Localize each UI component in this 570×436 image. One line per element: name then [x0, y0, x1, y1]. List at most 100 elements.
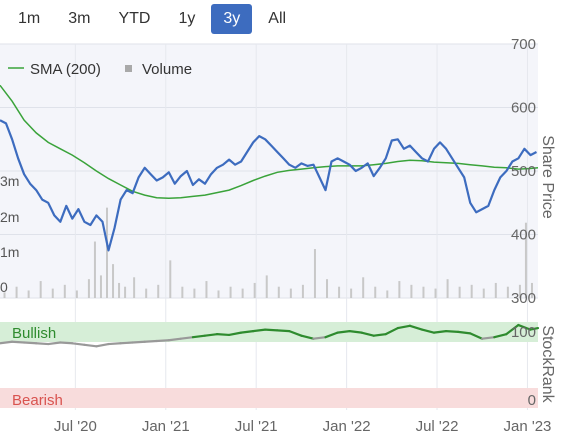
volume-bar: [265, 275, 268, 298]
volume-bar: [99, 275, 102, 298]
volume-bar: [93, 241, 96, 298]
sma-line: [0, 84, 539, 200]
stockrank-segment: [324, 331, 339, 339]
stockrank-segment: [517, 323, 532, 331]
stockrank-segment: [215, 333, 231, 337]
stockrank-tick-label: 100: [511, 324, 536, 341]
volume-bar: [124, 286, 127, 298]
stockrank-segment: [432, 330, 448, 334]
legend-sma-label: SMA (200): [30, 61, 101, 78]
volume-bar: [386, 290, 389, 298]
volume-bar: [105, 207, 108, 298]
stockrank-segment: [300, 334, 315, 340]
x-tick-label: Jul '22: [416, 418, 459, 435]
share-price-axis-title: Share Price: [539, 135, 556, 219]
volume-bar: [530, 282, 533, 298]
range-button-3y[interactable]: 3y: [211, 4, 253, 34]
stockrank-segment: [95, 342, 110, 348]
stockrank-segment: [179, 336, 194, 340]
volume-bar: [277, 286, 280, 298]
stockrank-segment: [384, 326, 399, 336]
stockrank-segment: [203, 333, 219, 337]
legend-volume-label: Volume: [142, 61, 192, 78]
stockrank-segment: [505, 323, 520, 336]
volume-bar: [362, 277, 365, 298]
stockrank-segment: [59, 341, 74, 345]
x-tick-label: Jul '20: [54, 418, 97, 435]
stockrank-segment: [457, 330, 472, 335]
volume-bar: [289, 288, 292, 298]
volume-bar: [398, 281, 401, 298]
volume-bar: [112, 264, 115, 298]
stockrank-segment: [191, 334, 207, 339]
price-tick-label: 300: [511, 290, 536, 307]
volume-bar: [458, 286, 461, 298]
volume-bar: [75, 290, 78, 298]
stockrank-segment: [276, 329, 291, 333]
volume-bar: [350, 288, 353, 298]
volume-bar: [39, 281, 42, 298]
stockrank-segment: [264, 328, 279, 332]
volume-tick-label: 3m: [0, 173, 19, 189]
volume-bar: [51, 288, 54, 298]
stockrank-segment: [420, 328, 436, 334]
volume-bar: [3, 292, 6, 298]
legend-volume-swatch: [125, 65, 132, 72]
stockrank-segment: [107, 342, 122, 346]
stockrank-segment: [529, 326, 540, 331]
bearish-label: Bearish: [12, 392, 63, 409]
volume-bar: [145, 288, 148, 298]
volume-bar: [422, 286, 425, 298]
volume-bar: [506, 286, 509, 298]
volume-bar: [133, 277, 136, 298]
stockrank-segment: [143, 339, 158, 343]
range-button-all[interactable]: All: [268, 10, 287, 27]
volume-bar: [15, 286, 18, 298]
stockrank-tick-label: 0: [528, 392, 536, 409]
volume-bar: [27, 290, 30, 298]
volume-bar: [217, 290, 220, 298]
volume-bar: [518, 284, 521, 298]
price-tick-label: 500: [511, 163, 536, 180]
volume-tick-label: 2m: [0, 209, 19, 225]
volume-bar: [374, 286, 377, 298]
stockrank-segment: [227, 331, 243, 337]
stockrank-segment: [348, 330, 363, 334]
volume-bar: [205, 281, 208, 298]
volume-bar: [446, 279, 449, 298]
stockrank-segment: [372, 333, 387, 337]
range-button-3m[interactable]: 3m: [68, 10, 91, 27]
x-tick-label: Jul '21: [235, 418, 278, 435]
stockrank-segment: [167, 337, 182, 342]
stockrank-segment: [155, 339, 170, 343]
stockrank-segment: [23, 341, 38, 345]
stockrank-segment: [83, 343, 98, 348]
stockrank-segment: [312, 336, 327, 340]
stockrank-segment: [35, 342, 50, 346]
volume-bar: [63, 284, 66, 298]
range-selector: 1m 3m YTD 1y 3y All: [6, 4, 298, 34]
x-tick-label: Jan '22: [323, 418, 371, 435]
axis-layer: 700 600 500 400 300 3m 2m 1m 0 100 0 Jul '20 Jan '21…: [0, 36, 551, 435]
volume-bars: [3, 207, 533, 298]
stockrank-segment: [481, 336, 496, 340]
volume-bar: [494, 282, 497, 298]
stockrank-segment: [288, 330, 303, 337]
volume-bar: [193, 288, 196, 298]
volume-bar: [470, 284, 473, 298]
volume-bar: [118, 282, 121, 298]
range-button-1y[interactable]: 1y: [178, 10, 196, 27]
range-button-ytd[interactable]: YTD: [118, 10, 151, 27]
volume-bar: [524, 222, 527, 298]
stockrank-segment: [444, 330, 460, 333]
x-tick-label: Jan '23: [503, 418, 551, 435]
stockrank-segment: [469, 332, 484, 340]
volume-bar: [87, 279, 90, 298]
grid-layer: [0, 43, 538, 410]
bearish-band: [0, 388, 538, 408]
price-line: [0, 119, 538, 252]
volume-bar: [181, 286, 184, 298]
range-button-1m[interactable]: 1m: [18, 10, 41, 27]
volume-bar: [434, 288, 437, 298]
